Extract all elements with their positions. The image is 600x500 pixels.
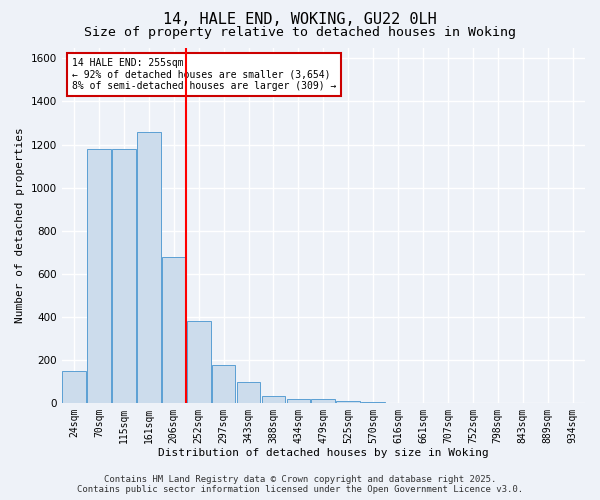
Text: Contains HM Land Registry data © Crown copyright and database right 2025.
Contai: Contains HM Land Registry data © Crown c… <box>77 474 523 494</box>
Bar <box>62 371 86 403</box>
Bar <box>112 149 136 403</box>
Bar <box>287 399 310 403</box>
Bar <box>187 322 211 403</box>
Text: Size of property relative to detached houses in Woking: Size of property relative to detached ho… <box>84 26 516 39</box>
Y-axis label: Number of detached properties: Number of detached properties <box>15 128 25 323</box>
Bar <box>361 402 385 403</box>
Bar <box>262 396 286 403</box>
Bar <box>311 399 335 403</box>
X-axis label: Distribution of detached houses by size in Woking: Distribution of detached houses by size … <box>158 448 489 458</box>
Bar <box>212 366 235 403</box>
Bar <box>87 149 111 403</box>
Bar <box>237 382 260 403</box>
Bar <box>162 256 185 403</box>
Text: 14 HALE END: 255sqm
← 92% of detached houses are smaller (3,654)
8% of semi-deta: 14 HALE END: 255sqm ← 92% of detached ho… <box>72 58 337 92</box>
Bar <box>137 132 161 403</box>
Bar <box>337 402 360 403</box>
Text: 14, HALE END, WOKING, GU22 0LH: 14, HALE END, WOKING, GU22 0LH <box>163 12 437 28</box>
Bar <box>386 402 410 403</box>
